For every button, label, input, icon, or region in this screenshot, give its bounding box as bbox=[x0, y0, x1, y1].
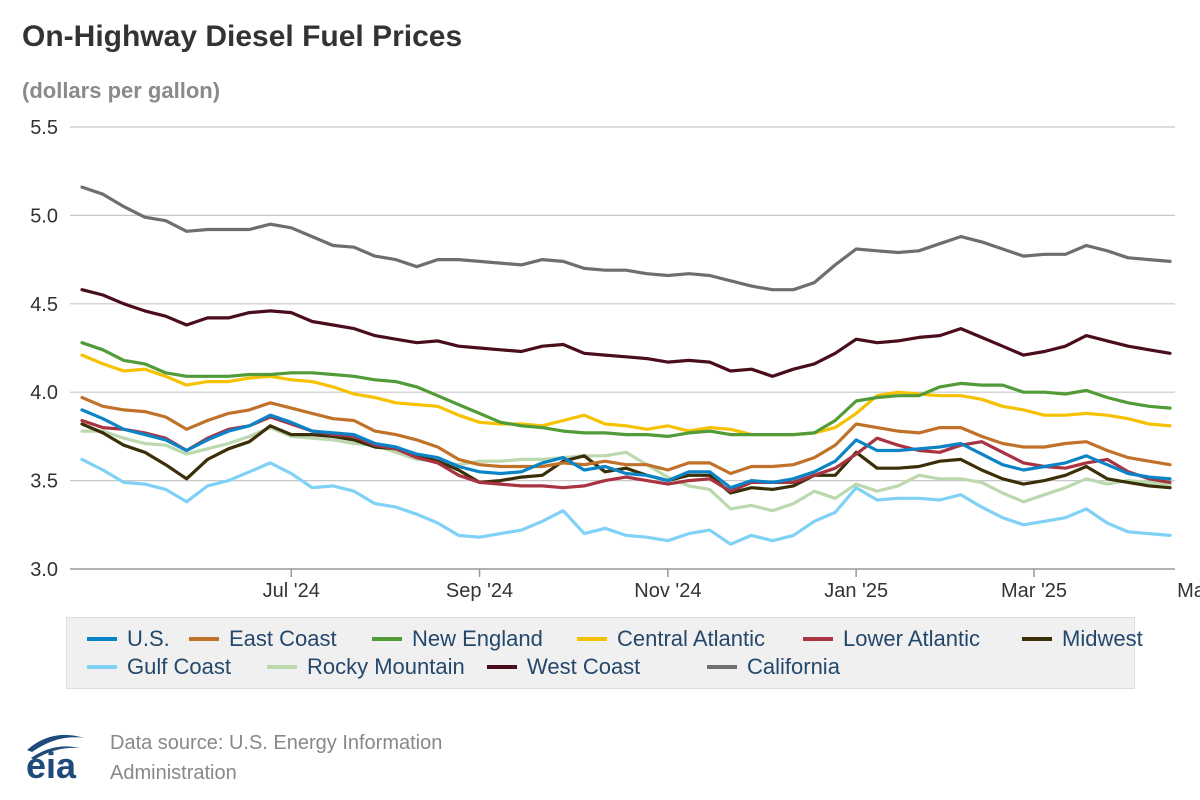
gridlines bbox=[70, 126, 1175, 570]
legend-swatch bbox=[372, 637, 402, 641]
legend-label: Lower Atlantic bbox=[843, 626, 980, 651]
legend-swatch bbox=[803, 637, 833, 641]
legend-item-gulf-coast[interactable]: Gulf Coast bbox=[87, 654, 231, 680]
data-source-line1: Data source: U.S. Energy Information bbox=[110, 732, 443, 754]
legend-label: U.S. bbox=[127, 626, 170, 651]
legend-label: New England bbox=[412, 626, 543, 651]
legend-label: East Coast bbox=[229, 626, 337, 651]
series-line-midwest bbox=[80, 422, 1172, 495]
legend-label: West Coast bbox=[527, 654, 641, 679]
legend-label: California bbox=[747, 654, 840, 679]
x-tick-label: Jul '24 bbox=[263, 580, 320, 602]
eia-logo-graphic: eia bbox=[26, 734, 84, 786]
y-tick-label: 3.5 bbox=[30, 471, 58, 493]
legend-swatch bbox=[267, 665, 297, 669]
series-line-west-coast bbox=[80, 288, 1172, 378]
x-tick-label: Nov '24 bbox=[634, 580, 701, 602]
legend-item-new-england[interactable]: New England bbox=[372, 626, 543, 652]
legend-item-u-s[interactable]: U.S. bbox=[87, 626, 170, 652]
legend-swatch bbox=[577, 637, 607, 641]
data-source-line2: Administration bbox=[110, 762, 237, 784]
y-tick-label: 5.0 bbox=[30, 205, 58, 227]
legend-label: Midwest bbox=[1062, 626, 1143, 651]
data-source: Data source: U.S. Energy Information Adm… bbox=[110, 728, 442, 788]
eia-logo-swoosh bbox=[27, 734, 84, 752]
x-tick-label: Mar '25 bbox=[1001, 580, 1067, 602]
eia-logo: eia bbox=[22, 728, 102, 789]
y-tick-label: 3.0 bbox=[30, 559, 58, 581]
eia-logo-swoosh-inner bbox=[31, 746, 80, 760]
legend-label: Rocky Mountain bbox=[307, 654, 465, 679]
legend-item-west-coast[interactable]: West Coast bbox=[487, 654, 640, 680]
legend-label: Gulf Coast bbox=[127, 654, 231, 679]
x-tick-label: May '25 bbox=[1177, 580, 1200, 602]
legend-swatch bbox=[87, 665, 117, 669]
series-line-central-atlantic bbox=[80, 353, 1172, 437]
eia-logo-text: eia bbox=[26, 745, 77, 784]
series-line-gulf-coast bbox=[80, 457, 1172, 546]
legend-swatch bbox=[189, 637, 219, 641]
series-line-california bbox=[80, 185, 1172, 292]
chart-title: On-Highway Diesel Fuel Prices bbox=[22, 20, 463, 53]
series-lines bbox=[80, 185, 1172, 546]
legend: U.S. East Coast New England Central Atlanti… bbox=[66, 617, 1143, 689]
series-line-u-s bbox=[80, 408, 1172, 490]
legend-swatch bbox=[1022, 637, 1052, 641]
series-line-east-coast bbox=[80, 395, 1172, 476]
legend-item-midwest[interactable]: Midwest bbox=[1022, 626, 1143, 652]
legend-swatch bbox=[487, 665, 517, 669]
chart-subtitle: (dollars per gallon) bbox=[22, 78, 221, 103]
series-line-new-england bbox=[80, 341, 1172, 438]
y-tick-label: 4.0 bbox=[30, 382, 58, 404]
legend-label: Central Atlantic bbox=[617, 626, 765, 651]
legend-item-central-atlantic[interactable]: Central Atlantic bbox=[577, 626, 765, 652]
legend-swatch bbox=[87, 637, 117, 641]
legend-item-lower-atlantic[interactable]: Lower Atlantic bbox=[803, 626, 980, 652]
legend-swatch bbox=[707, 665, 737, 669]
legend-item-rocky-mountain[interactable]: Rocky Mountain bbox=[267, 654, 465, 680]
x-tick-label: Jan '25 bbox=[824, 580, 888, 602]
axes: 3.0 3.5 4.0 4.5 5.0 5.5 Jul '24 Sep '24 Nov '24 J… bbox=[30, 117, 1200, 602]
x-tick-label: Sep '24 bbox=[446, 580, 513, 602]
y-tick-label: 5.5 bbox=[30, 117, 58, 139]
legend-item-east-coast[interactable]: East Coast bbox=[189, 626, 337, 652]
y-tick-label: 4.5 bbox=[30, 294, 58, 316]
legend-item-california[interactable]: California bbox=[707, 654, 840, 680]
